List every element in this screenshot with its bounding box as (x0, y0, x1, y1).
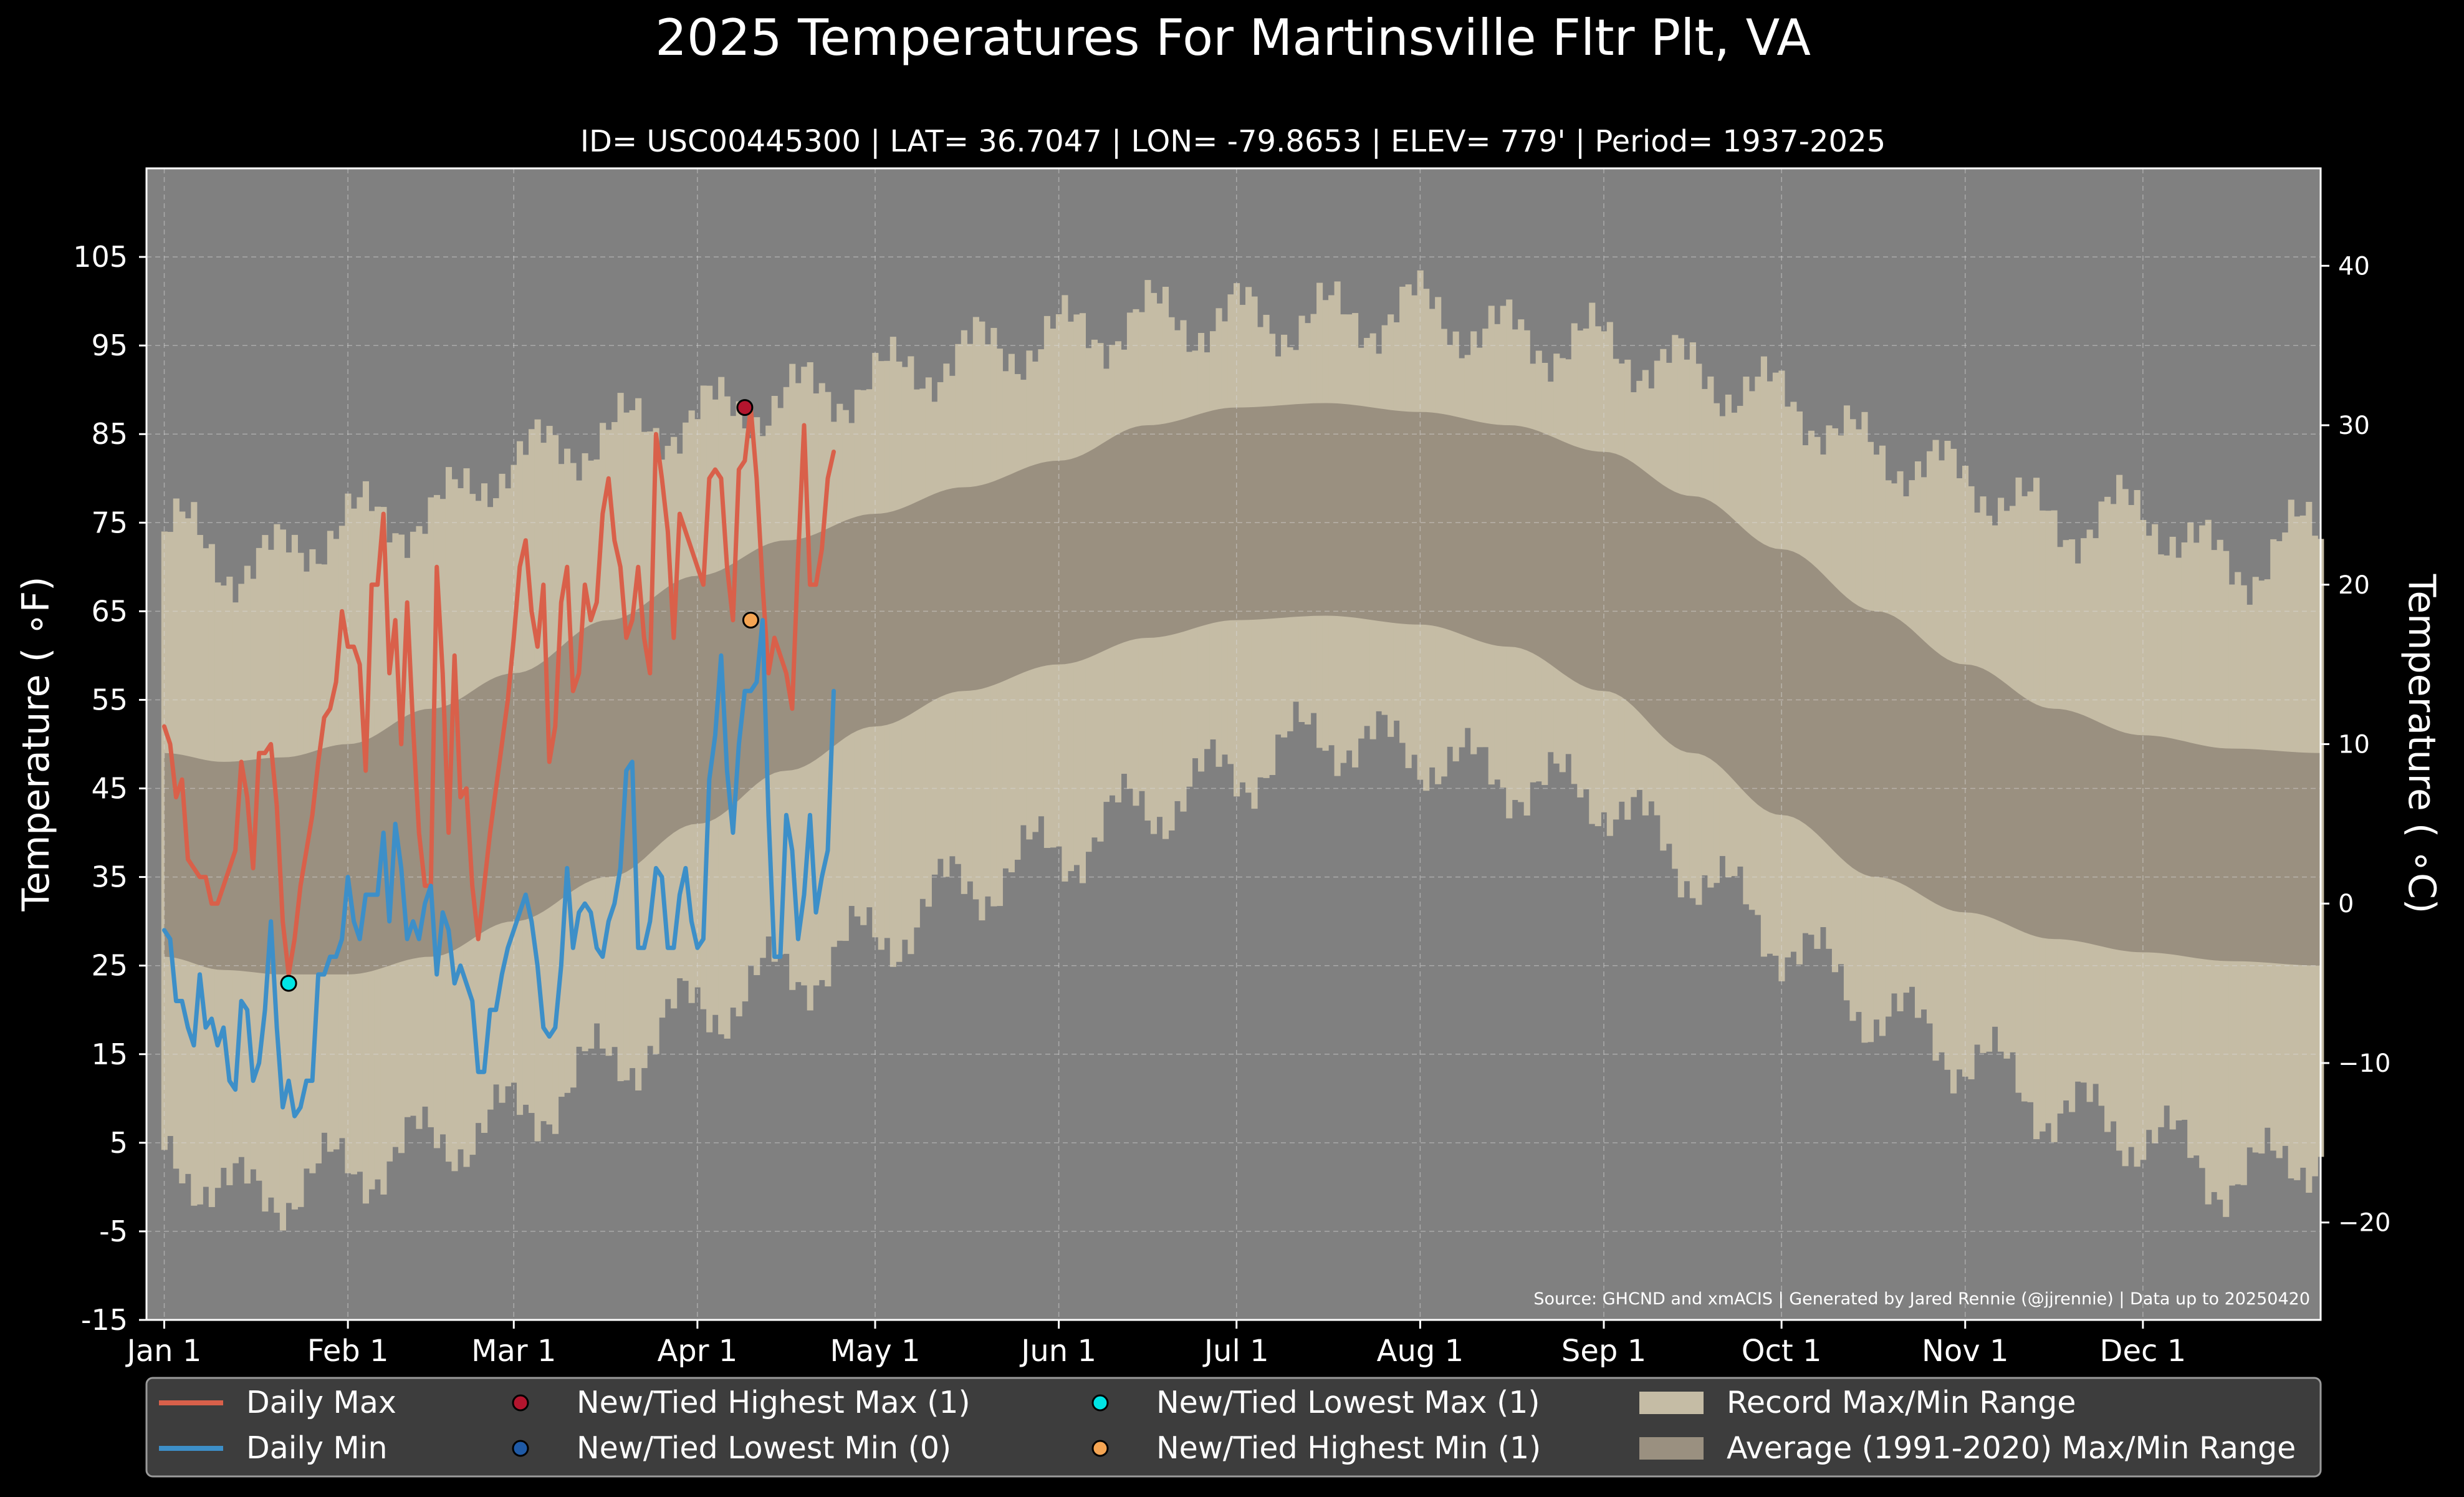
y-tick-label-left: 5 (110, 1126, 128, 1160)
legend-record-range-label: Record Max/Min Range (1727, 1385, 2076, 1420)
y-tick-label-left: 75 (91, 506, 128, 539)
x-tick-label: Mar 1 (471, 1334, 556, 1369)
x-tick-label: Oct 1 (1742, 1334, 1822, 1369)
daily-min-line (162, 618, 836, 1119)
x-tick-label: Apr 1 (657, 1334, 737, 1369)
y-tick-label-left: 105 (73, 240, 128, 274)
y-tick-label-left: 25 (91, 949, 128, 983)
x-tick-label: Jun 1 (1019, 1334, 1096, 1369)
y-tick-label-right: 40 (2338, 252, 2370, 281)
source-note: Source: GHCND and xmACIS | Generated by … (1533, 1289, 2310, 1309)
legend-daily-max-label: Daily Max (246, 1385, 396, 1420)
legend-highest-max-marker (512, 1394, 529, 1412)
x-tick-label: Jul 1 (1202, 1334, 1269, 1369)
y-axis-label-right: Temperature ( ∘C) (2400, 574, 2443, 913)
record-marker (736, 399, 754, 416)
chart-subtitle: ID= USC00445300 | LAT= 36.7047 | LON= -7… (580, 124, 1886, 159)
legend-lowest-max-marker (1091, 1394, 1109, 1412)
record-marker (280, 975, 297, 992)
legend: Daily Max Daily Min New/Tied Highest Max… (145, 1377, 2322, 1478)
legend-average-range-label: Average (1991-2020) Max/Min Range (1727, 1430, 2296, 1466)
y-tick-label-right: 30 (2338, 412, 2370, 440)
y-tick-label-left: 35 (91, 860, 128, 894)
legend-lowest-min-marker (512, 1440, 529, 1457)
y-tick-label-right: −10 (2338, 1049, 2390, 1078)
y-tick-label-left: -15 (81, 1303, 128, 1337)
daily-max-line (162, 405, 836, 977)
y-tick-label-left: 15 (91, 1037, 128, 1071)
x-tick-label: Dec 1 (2100, 1334, 2187, 1369)
legend-daily-min-label: Daily Min (246, 1430, 388, 1466)
y-tick-label-right: 20 (2338, 571, 2370, 600)
chart-title: 2025 Temperatures For Martinsville Fltr … (655, 9, 1811, 67)
x-tick-label: Aug 1 (1377, 1334, 1464, 1369)
legend-lowest-max-label: New/Tied Lowest Max (1) (1156, 1385, 1540, 1420)
y-tick-label-right: 10 (2338, 731, 2370, 759)
average-range-band (164, 403, 2321, 975)
y-tick-label-left: 45 (91, 772, 128, 806)
y-axis-label-left: Temperature ( ∘F) (14, 576, 58, 912)
x-tick-label: Feb 1 (307, 1334, 389, 1369)
y-tick-label-left: 55 (91, 683, 128, 716)
legend-highest-max-label: New/Tied Highest Max (1) (577, 1385, 971, 1420)
y-tick-label-right: 0 (2338, 890, 2354, 918)
x-tick-label: Jan 1 (125, 1334, 202, 1369)
x-tick-label: Nov 1 (1922, 1334, 2008, 1369)
legend-highest-min-marker (1091, 1440, 1109, 1457)
legend-highest-min-label: New/Tied Highest Min (1) (1156, 1430, 1541, 1466)
y-tick-label-right: −20 (2338, 1209, 2390, 1238)
y-tick-label-left: 85 (91, 417, 128, 451)
y-tick-label-left: 65 (91, 594, 128, 628)
legend-average-range-swatch (1639, 1437, 1704, 1460)
record-marker (742, 612, 759, 629)
legend-lowest-min-label: New/Tied Lowest Min (0) (577, 1430, 951, 1466)
y-tick-label-left: -5 (99, 1215, 128, 1248)
x-tick-label: May 1 (830, 1334, 920, 1369)
x-tick-label: Sep 1 (1561, 1334, 1646, 1369)
legend-box (145, 1377, 2322, 1478)
legend-record-range-swatch (1639, 1392, 1704, 1414)
y-tick-label-left: 95 (91, 329, 128, 362)
